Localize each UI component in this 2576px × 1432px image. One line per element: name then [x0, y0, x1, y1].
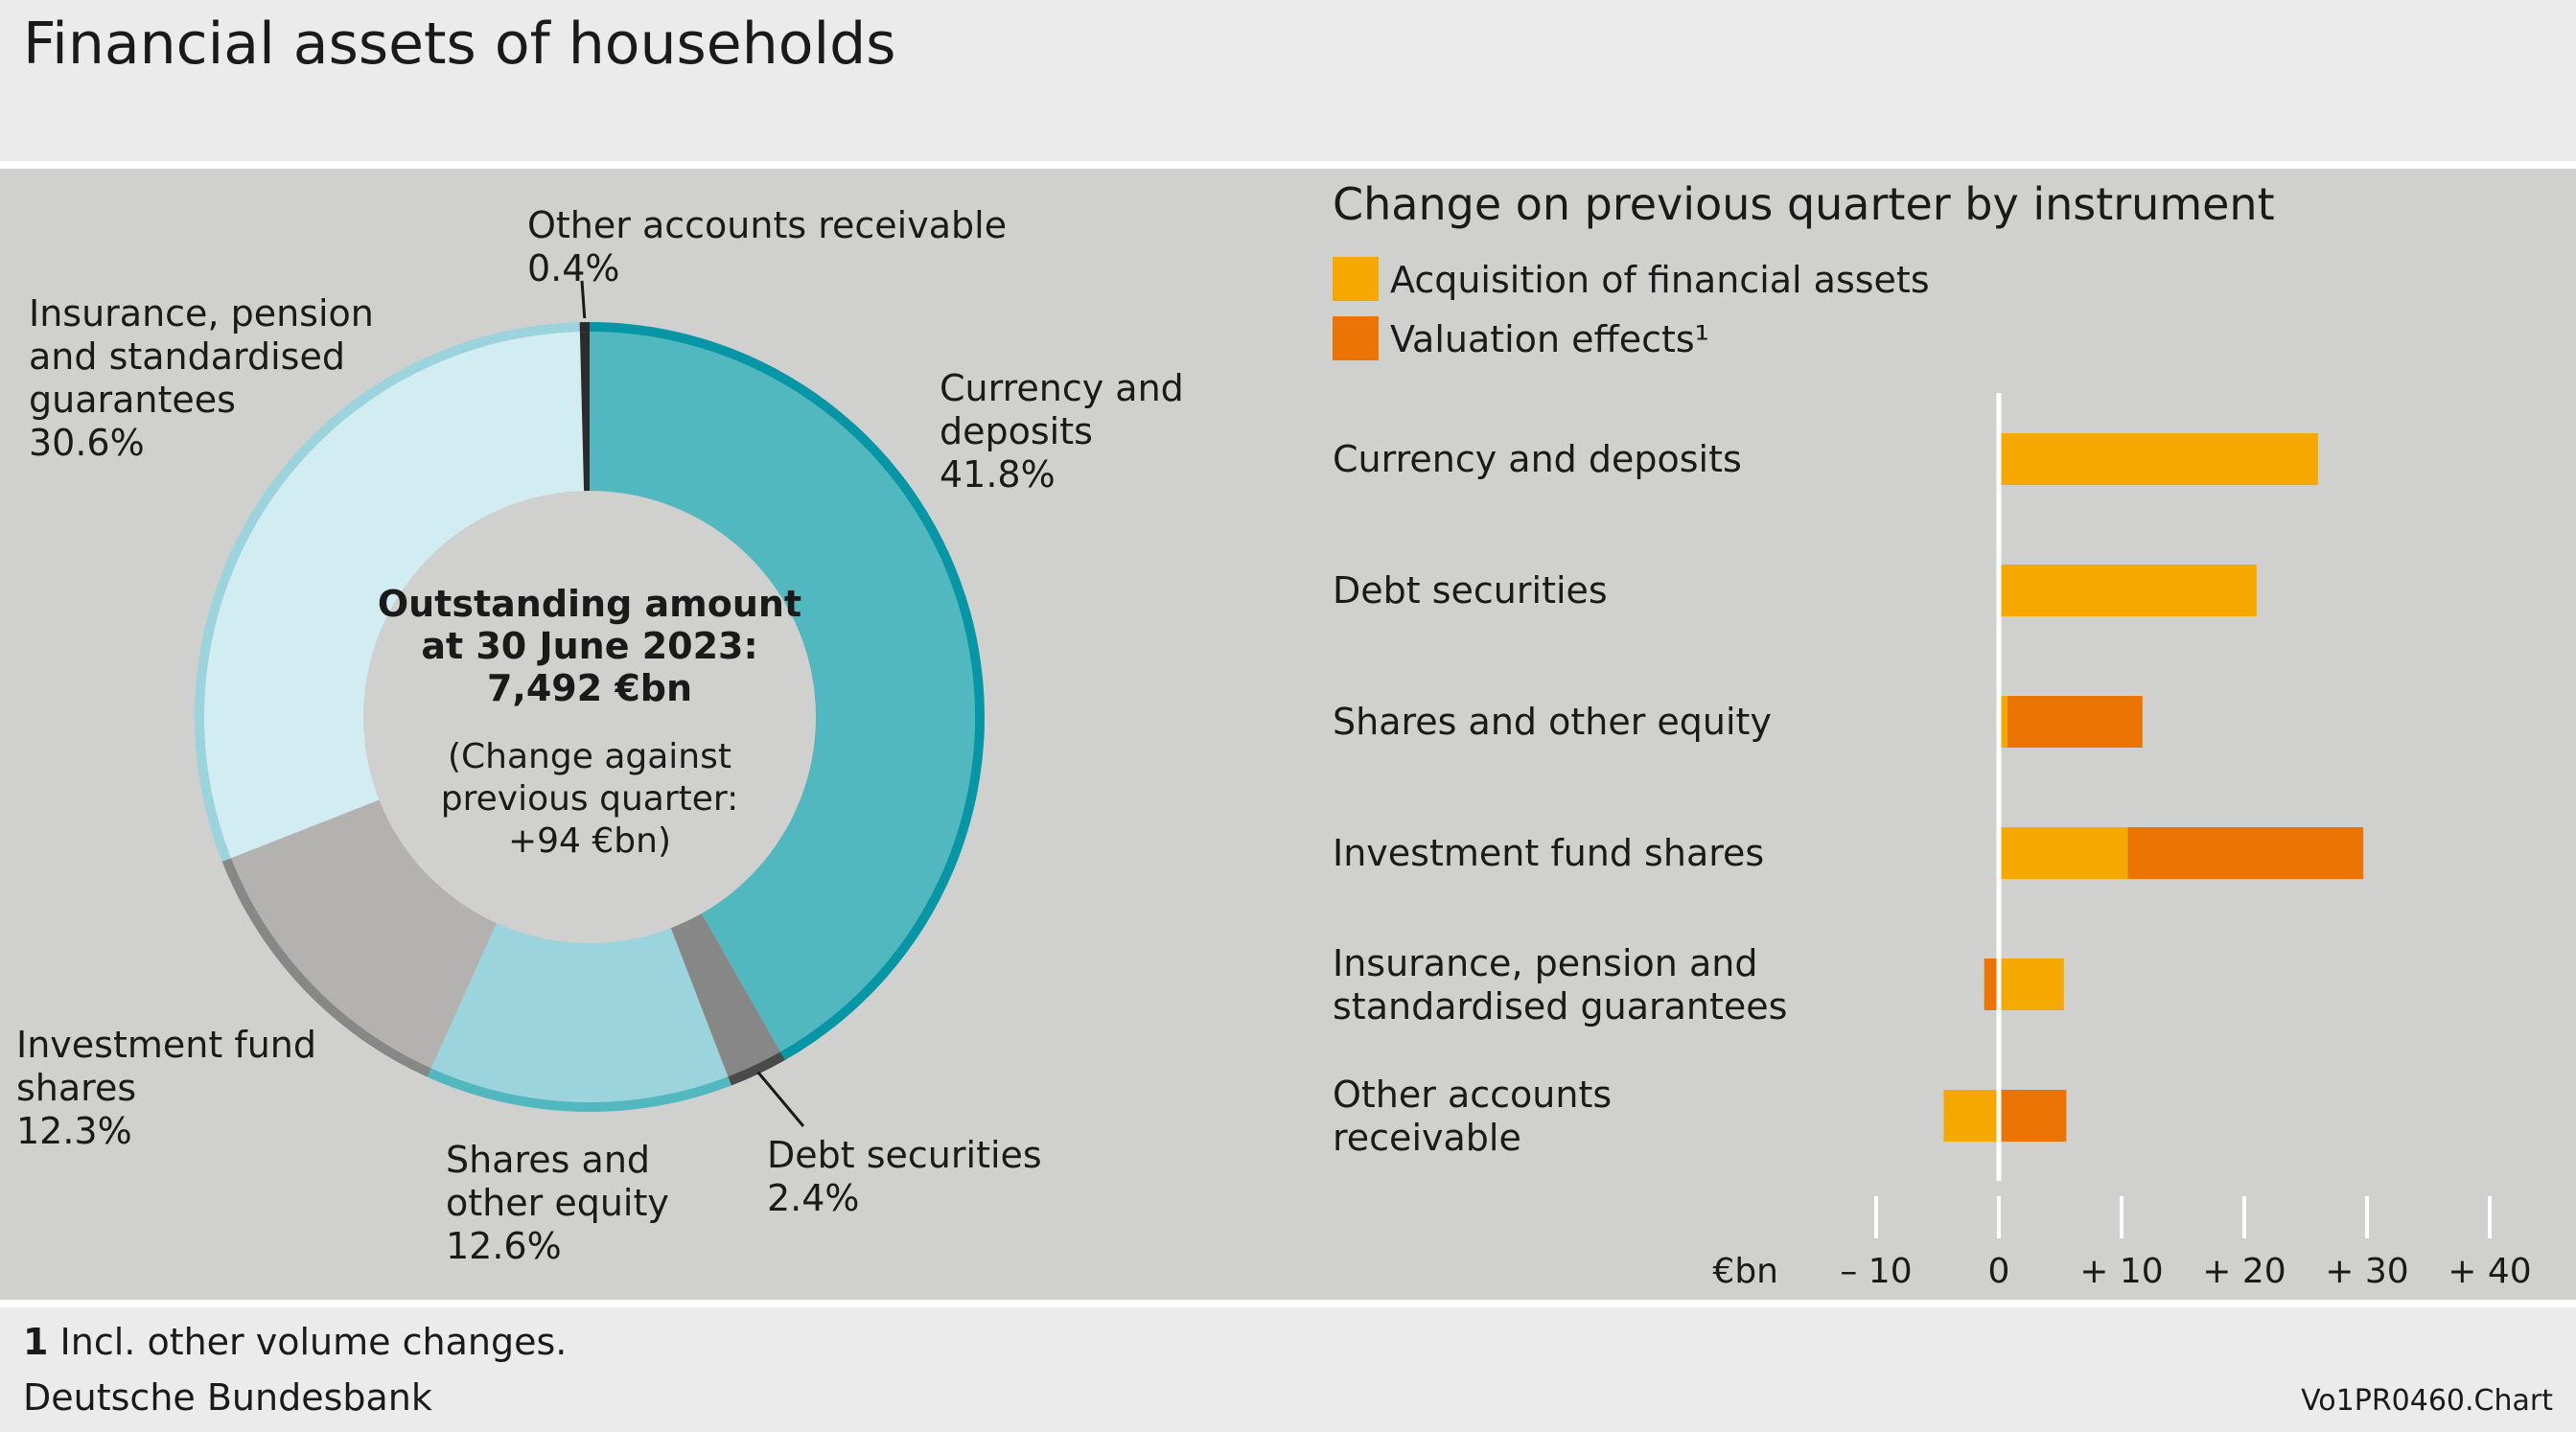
donut-slice: [204, 332, 585, 859]
donut-slice: [230, 799, 497, 1069]
donut-slice-edge: [579, 322, 590, 333]
donut-slice-edge: [427, 1068, 731, 1113]
category-label: Shares and other equity: [1333, 701, 1772, 743]
bottom-divider: [0, 1300, 2576, 1307]
donut-slice: [590, 332, 975, 1052]
tick-label: – 10: [1840, 1252, 1912, 1291]
bar-chart-title: Change on previous quarter by instrument: [1333, 178, 2275, 230]
category-label: Insurance, pension and: [1333, 942, 1757, 984]
category-label: Other accounts: [1333, 1074, 1612, 1116]
bar-segment: [1999, 565, 2257, 616]
category-label: Currency and deposits: [1333, 438, 1742, 480]
tick-label: + 10: [2079, 1252, 2163, 1291]
bar-chart: Change on previous quarter by instrument…: [1333, 178, 2532, 1291]
category-label: Debt securities: [1333, 569, 1608, 612]
slice-label: Investment fund: [16, 1024, 316, 1066]
donut-slice: [670, 913, 780, 1077]
slice-label: deposits: [940, 410, 1093, 452]
legend-swatch: [1333, 257, 1379, 301]
bar-segment: [1999, 827, 2128, 879]
footnote-text: Incl. other volume changes.: [59, 1321, 568, 1363]
slice-label: Shares and: [446, 1139, 650, 1181]
bar-segment: [1943, 1090, 1999, 1142]
leader-line: [756, 1071, 805, 1127]
center-text-line: at 30 June 2023:: [421, 625, 757, 667]
bar-segment: [1999, 959, 2064, 1010]
leader-line: [580, 280, 587, 319]
slice-value-label: 12.3%: [16, 1110, 132, 1152]
center-text-line: Outstanding amount: [378, 583, 801, 625]
source-label: Deutsche Bundesbank: [23, 1376, 432, 1419]
footnote-marker: 1: [23, 1321, 49, 1363]
bar-segment: [1999, 696, 2007, 748]
chart-code: Vo1PR0460.Chart: [2301, 1384, 2553, 1418]
bar-segment: [1999, 433, 2318, 485]
slice-label: Other accounts receivable: [527, 204, 1007, 246]
donut-slice: [430, 923, 729, 1103]
slice-label: and standardised: [29, 335, 345, 378]
slice-label: Currency and: [940, 367, 1184, 409]
tick-label: + 20: [2202, 1252, 2286, 1291]
category-label: Investment fund shares: [1333, 832, 1764, 874]
chart-title: Financial assets of households: [23, 11, 896, 78]
tick-label: 0: [1988, 1252, 2010, 1291]
legend-label: Acquisition of financial assets: [1390, 259, 1930, 301]
bar-segment: [1999, 1090, 2067, 1142]
bar-segment: [1984, 959, 1999, 1010]
category-label: standardised guarantees: [1333, 985, 1787, 1028]
slice-label: other equity: [446, 1182, 669, 1224]
donut-slice: [579, 332, 590, 492]
footnote: 1 Incl. other volume changes.: [23, 1315, 567, 1369]
top-divider: [0, 161, 2576, 169]
bar-segment: [2127, 827, 2364, 879]
bar-segment: [2007, 696, 2143, 748]
slice-value-label: 0.4%: [527, 247, 620, 289]
slice-label: guarantees: [29, 379, 236, 421]
slice-value-label: 2.4%: [767, 1177, 860, 1219]
slice-label: Debt securities: [767, 1134, 1042, 1176]
center-text-line: +94 €bn): [508, 821, 671, 861]
axis-unit-label: €bn: [1712, 1252, 1778, 1291]
center-text-line: 7,492 €bn: [487, 667, 692, 709]
slice-label: Insurance, pension: [29, 292, 374, 335]
slice-value-label: 12.6%: [446, 1225, 562, 1267]
legend-label: Valuation effects¹: [1390, 318, 1709, 360]
category-label: receivable: [1333, 1117, 1521, 1159]
slice-value-label: 30.6%: [29, 422, 145, 464]
donut-chart: [195, 322, 985, 1113]
center-text-line: previous quarter:: [441, 779, 738, 819]
donut-slice-edge: [728, 1051, 785, 1086]
tick-label: + 30: [2325, 1252, 2408, 1291]
center-text-line: (Change against: [448, 737, 731, 776]
tick-label: + 40: [2448, 1252, 2531, 1291]
slice-value-label: 41.8%: [940, 453, 1056, 496]
slice-label: shares: [16, 1067, 136, 1109]
legend-swatch: [1333, 316, 1379, 360]
